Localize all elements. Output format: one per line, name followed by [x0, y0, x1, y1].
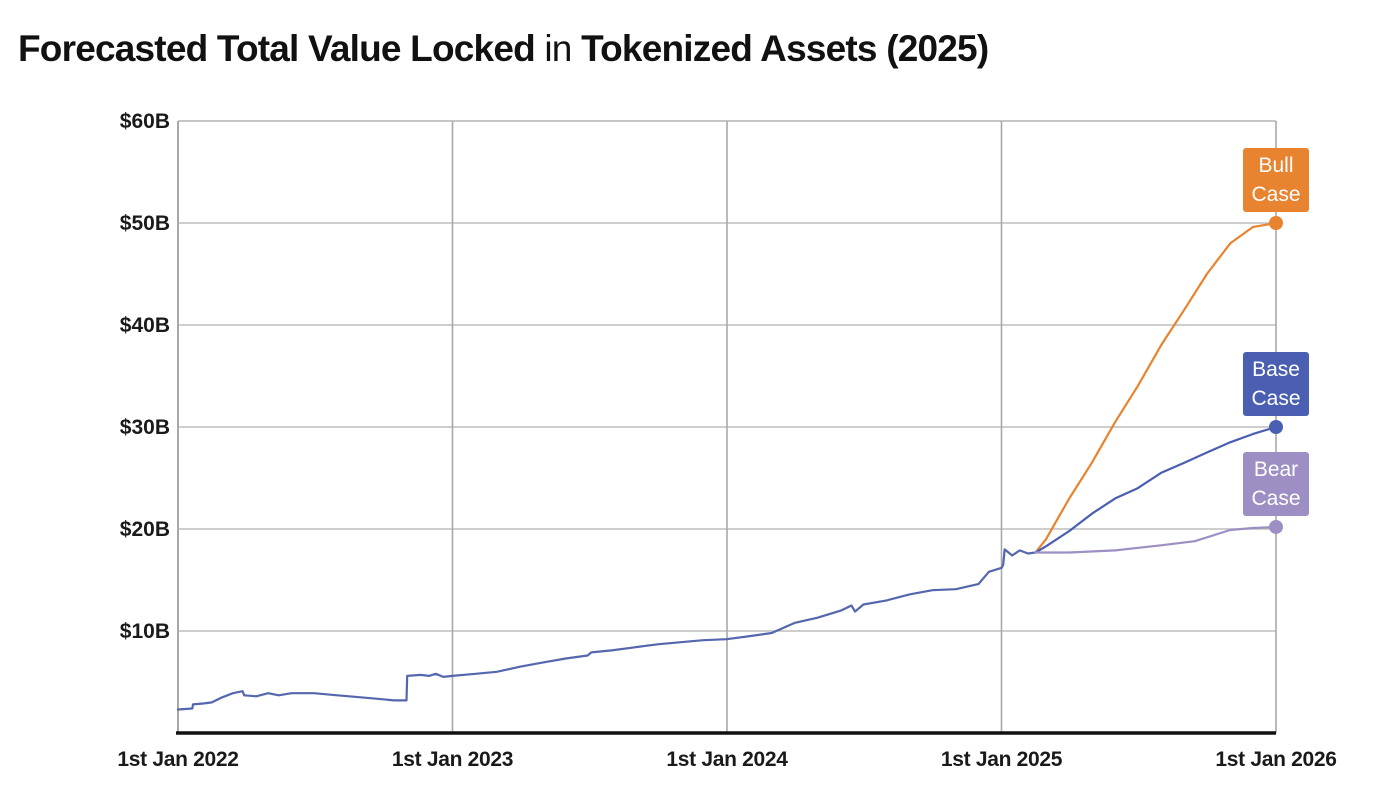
- label-text-bull: Case: [1251, 183, 1300, 206]
- y-tick-label: $40B: [120, 314, 170, 337]
- title-part-2: in: [544, 28, 572, 69]
- scenario-labels: Bull Case Base Case Bear Case: [1243, 148, 1309, 516]
- y-tick-label: $60B: [120, 110, 170, 133]
- end-point-base: [1269, 420, 1283, 434]
- label-text-bull: Bull: [1258, 154, 1293, 177]
- x-tick-label: 1st Jan 2025: [941, 748, 1063, 771]
- end-point-bear: [1269, 519, 1283, 534]
- end-point-bull: [1269, 216, 1283, 230]
- label-text-bear: Bear: [1254, 458, 1298, 481]
- y-axis-ticks: $10B $20B $30B $40B $50B $60B: [120, 110, 170, 643]
- y-tick-label: $20B: [120, 518, 170, 541]
- label-box-bear: [1243, 451, 1309, 516]
- label-text-base: Base: [1252, 358, 1300, 381]
- series-lines: [176, 216, 1283, 711]
- chart-title: Forecasted Total Value Locked in Tokeniz…: [18, 28, 989, 70]
- x-tick-label: 1st Jan 2026: [1215, 748, 1336, 771]
- y-tick-label: $50B: [120, 212, 170, 235]
- series-line-historical: [176, 548, 1037, 711]
- label-box-base: [1243, 352, 1309, 416]
- x-tick-label: 1st Jan 2024: [666, 748, 788, 771]
- label-text-base: Case: [1251, 387, 1300, 410]
- label-text-bear: Case: [1251, 487, 1300, 510]
- y-tick-label: $10B: [120, 620, 170, 643]
- grid-lines: [176, 120, 1277, 735]
- label-box-bull: [1243, 148, 1309, 212]
- x-axis-ticks: 1st Jan 2022 1st Jan 2023 1st Jan 2024 1st …: [117, 748, 1337, 771]
- title-part-1: Forecasted Total Value Locked: [18, 28, 536, 69]
- series-line-bear: [1034, 525, 1278, 554]
- series-line-base: [1034, 425, 1278, 554]
- x-tick-label: 1st Jan 2022: [117, 748, 238, 771]
- series-line-bull: [1034, 221, 1278, 554]
- x-tick-label: 1st Jan 2023: [392, 748, 513, 771]
- title-part-3: Tokenized Assets (2025): [581, 28, 989, 69]
- y-tick-label: $30B: [120, 416, 170, 439]
